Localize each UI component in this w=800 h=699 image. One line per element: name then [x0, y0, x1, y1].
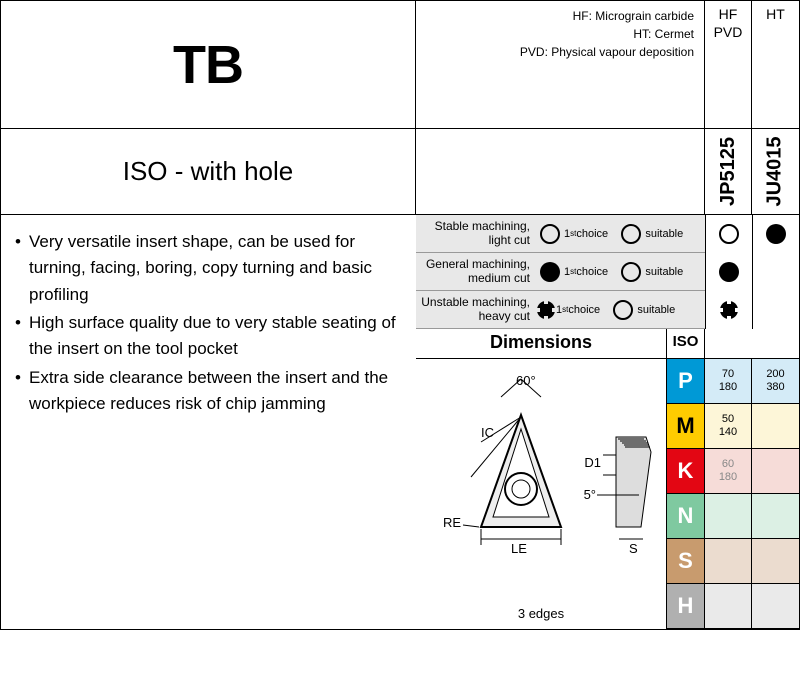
machining-row: Unstable machining,heavy cut 1st choice …	[416, 291, 799, 329]
iso-cell	[752, 404, 799, 449]
iso-cell: 50140	[705, 404, 752, 449]
legend-line: PVD: Physical vapour deposition	[426, 43, 694, 61]
iso-row: H	[667, 584, 799, 629]
legend-line: HF: Micrograin carbide	[426, 7, 694, 25]
col-header: HT	[752, 1, 799, 129]
iso-cell	[705, 494, 752, 539]
legend-line: HT: Cermet	[426, 25, 694, 43]
iso-letter: S	[667, 539, 705, 584]
iso-row: S	[667, 539, 799, 584]
product-title: TB	[173, 34, 243, 96]
iso-cell: 60180	[705, 449, 752, 494]
col-header: HFPVD	[705, 1, 752, 129]
feature-item: High surface quality due to very stable …	[15, 310, 404, 363]
svg-text:5°: 5°	[584, 487, 596, 502]
iso-letter: M	[667, 404, 705, 449]
svg-text:D1: D1	[584, 455, 601, 470]
iso-letter: K	[667, 449, 705, 494]
iso-letter: H	[667, 584, 705, 629]
iso-cell	[752, 584, 799, 629]
machining-row: Stable machining,light cut 1st choice su…	[416, 215, 799, 253]
subtitle: ISO - with hole	[1, 129, 416, 215]
iso-row: M50140	[667, 404, 799, 449]
iso-row: P70180200380	[667, 359, 799, 404]
edges-label: 3 edges	[518, 606, 564, 621]
feature-list: Very versatile insert shape, can be used…	[1, 215, 416, 629]
feature-item: Extra side clearance between the insert …	[15, 365, 404, 418]
svg-text:RE: RE	[443, 515, 461, 530]
iso-cell: 70180	[705, 359, 752, 404]
feature-item: Very versatile insert shape, can be used…	[15, 229, 404, 308]
svg-text:S: S	[629, 541, 638, 556]
iso-cell	[705, 539, 752, 584]
dimensions-header: Dimensions	[416, 329, 667, 358]
iso-cell: 200380	[752, 359, 799, 404]
grade-code: JP5125	[705, 129, 752, 215]
iso-letter: N	[667, 494, 705, 539]
title-box: TB	[1, 1, 416, 129]
iso-row: N	[667, 494, 799, 539]
iso-letter: P	[667, 359, 705, 404]
spacer	[416, 129, 705, 215]
iso-cell	[752, 539, 799, 584]
iso-header: ISO	[667, 329, 705, 358]
iso-cell	[705, 584, 752, 629]
dimension-diagram: 60° IC RE LE D1	[416, 359, 667, 629]
grade-code: JU4015	[752, 129, 799, 215]
iso-cell	[752, 449, 799, 494]
iso-cell	[752, 494, 799, 539]
iso-row: K60180	[667, 449, 799, 494]
svg-text:LE: LE	[511, 541, 527, 556]
legend: HF: Micrograin carbide HT: Cermet PVD: P…	[416, 1, 705, 129]
machining-row: General machining,medium cut 1st choice …	[416, 253, 799, 291]
